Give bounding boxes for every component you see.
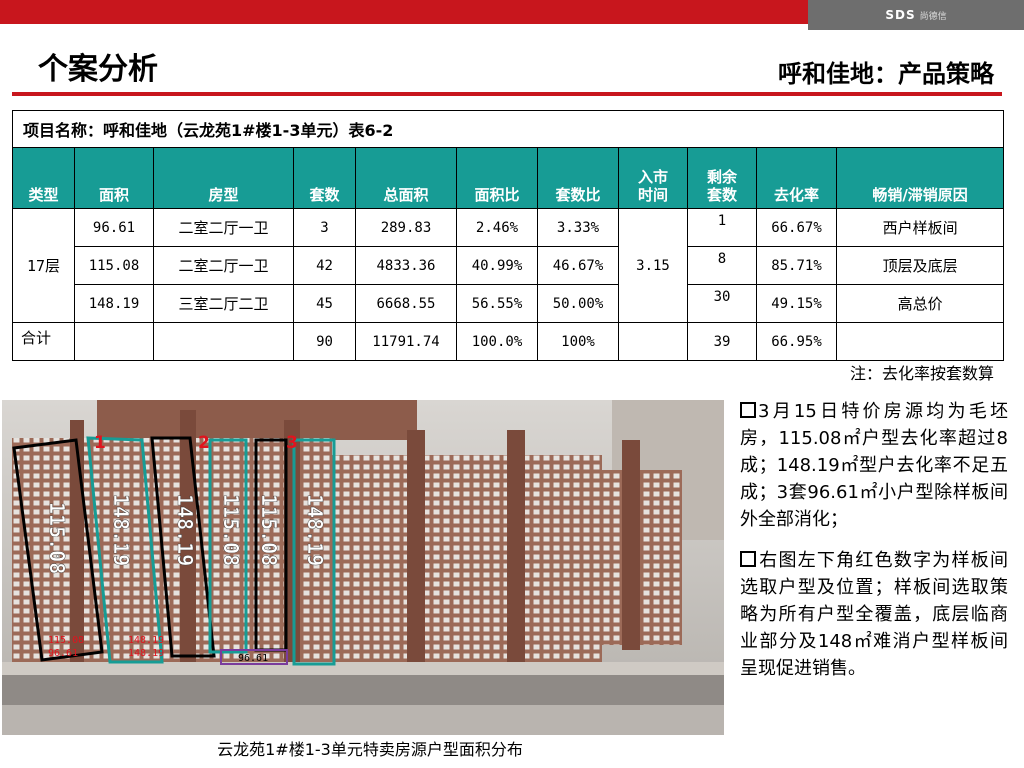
building-photo: 1 2 3 115.08 148.19 148.19 115.08 115.08… — [2, 400, 724, 735]
project-name-row: 项目名称：呼和佳地（云龙苑1#楼1-3单元）表6-2 — [11, 110, 1005, 148]
type-cell: 二室二厅一卫 — [153, 208, 294, 247]
top-red-bar — [0, 0, 808, 24]
analysis-paragraph-text: 右图左下角红色数字为样板间选取户型及位置；样板间选取策略为所有户型全覆盖，底层临… — [740, 550, 1008, 679]
unit-ratio-cell: 46.67% — [537, 246, 619, 285]
total-label: 合计 — [12, 322, 75, 361]
header-cell: 套数 — [293, 147, 356, 209]
total-total-cell: 11791.74 — [355, 322, 457, 361]
sample-unit-label: 115.08 — [48, 635, 84, 646]
header-cell: 面积 — [74, 147, 154, 209]
column-area-label: 115.08 — [219, 494, 243, 566]
product-table: 项目名称：呼和佳地（云龙苑1#楼1-3单元）表6-2 类型 面积 房型 套数 总… — [11, 110, 1005, 361]
table-row: 17层 96.61 二室二厅一卫 3 289.83 2.46% 3.33% 3.… — [12, 208, 1005, 323]
total-area-cell: 6668.55 — [355, 284, 457, 323]
project-name: 项目名称：呼和佳地（云龙苑1#楼1-3单元）表6-2 — [11, 110, 1005, 148]
type-cell: 二室二厅一卫 — [153, 246, 294, 285]
header-cell: 类型 — [12, 147, 75, 209]
checkbox-bullet-icon — [740, 551, 756, 567]
column-area-label: 148.19 — [173, 494, 197, 566]
header-cell: 入市 时间 — [618, 147, 688, 209]
empty-cell — [153, 322, 294, 361]
page-subtitle: 呼和佳地：产品策略 — [778, 60, 994, 88]
column-area-label: 148.19 — [109, 494, 133, 566]
rate-cell: 49.15% — [756, 284, 837, 323]
title-divider — [12, 92, 1002, 96]
table-row: 148.19 三室二厅二卫 45 6668.55 56.55% 50.00% 3… — [13, 284, 1005, 323]
area-cell: 115.08 — [74, 246, 154, 285]
column-number: 1 — [94, 433, 106, 453]
column-area-label: 148.19 — [303, 494, 327, 566]
sample-unit-label: 148.19 — [128, 648, 164, 659]
area-ratio-cell: 2.46% — [456, 208, 538, 247]
company-logo-sub: 尚德信 — [919, 11, 947, 22]
column-area-label: 115.08 — [257, 494, 281, 566]
frame-3-teal — [292, 438, 336, 666]
analysis-paragraph: 右图左下角红色数字为样板间选取户型及位置；样板间选取策略为所有户型全覆盖，底层临… — [740, 547, 1008, 682]
header-cell: 面积比 — [456, 147, 538, 209]
header-cell: 畅销/滞销原因 — [835, 147, 1005, 209]
sample-unit-label: 96.61 — [48, 648, 78, 659]
total-remaining-cell: 39 — [687, 322, 757, 361]
units-cell: 3 — [293, 208, 356, 247]
frame-1-black — [12, 438, 104, 662]
units-cell: 45 — [293, 284, 356, 323]
column-number: 2 — [198, 433, 210, 453]
empty-cell — [618, 322, 688, 361]
frame-2-teal — [208, 438, 248, 654]
header-cell: 去化率 — [756, 147, 837, 209]
column-area-label: 115.08 — [45, 502, 69, 574]
column-number: 3 — [286, 433, 298, 453]
header-row: 类型 面积 房型 套数 总面积 面积比 套数比 入市 时间 剩余 套数 去化率 … — [12, 147, 1005, 209]
analysis-text: 3月15日特价房源均为毛坯房，115.08㎡户型去化率超过8成；148.19㎡型… — [740, 398, 1008, 696]
bottom-sample-label: 96.61 — [238, 653, 268, 664]
area-ratio-cell: 56.55% — [456, 284, 538, 323]
analysis-paragraph-text: 3月15日特价房源均为毛坯房，115.08㎡户型去化率超过8成；148.19㎡型… — [740, 401, 1008, 530]
frame-2-black — [150, 436, 216, 658]
remaining-cell: 8 — [687, 246, 757, 285]
reason-cell: 顶层及底层 — [835, 246, 1005, 285]
table-row: 115.08 二室二厅一卫 42 4833.36 40.99% 46.67% 8… — [13, 246, 1005, 285]
unit-ratio-cell: 50.00% — [537, 284, 619, 323]
header-cell: 剩余 套数 — [687, 147, 757, 209]
frame-bottom-purple — [220, 649, 288, 665]
frame-1-teal — [86, 436, 164, 664]
header-cell: 套数比 — [537, 147, 619, 209]
page-title: 个案分析 — [38, 52, 158, 87]
company-logo: SDS — [885, 8, 916, 22]
launch-time-cell: 3.15 — [618, 208, 688, 323]
reason-cell: 西户样板间 — [835, 208, 1005, 247]
floor-cell: 17层 — [12, 208, 75, 323]
total-area-cell: 4833.36 — [355, 246, 457, 285]
building-illustration: 1 2 3 115.08 148.19 148.19 115.08 115.08… — [2, 400, 724, 735]
remaining-cell: 30 — [687, 284, 757, 323]
total-rate-cell: 66.95% — [756, 322, 837, 361]
total-area-cell: 289.83 — [355, 208, 457, 247]
total-unit-ratio-cell: 100% — [537, 322, 619, 361]
table-note: 注：去化率按套数算 — [849, 364, 994, 383]
rate-cell: 66.67% — [756, 208, 837, 247]
area-cell: 148.19 — [74, 284, 154, 323]
units-cell: 42 — [293, 246, 356, 285]
empty-cell — [835, 322, 1005, 361]
header-cell: 总面积 — [355, 147, 457, 209]
area-ratio-cell: 40.99% — [456, 246, 538, 285]
empty-cell — [74, 322, 154, 361]
analysis-paragraph: 3月15日特价房源均为毛坯房，115.08㎡户型去化率超过8成；148.19㎡型… — [740, 398, 1008, 533]
type-cell: 三室二厅二卫 — [153, 284, 294, 323]
total-units-cell: 90 — [293, 322, 356, 361]
total-area-ratio-cell: 100.0% — [456, 322, 538, 361]
unit-ratio-cell: 3.33% — [537, 208, 619, 247]
photo-caption: 云龙苑1#楼1-3单元特卖房源户型面积分布 — [217, 740, 523, 759]
area-cell: 96.61 — [74, 208, 154, 247]
checkbox-bullet-icon — [740, 402, 756, 418]
remaining-cell: 1 — [687, 208, 757, 247]
sample-unit-label: 148.19 — [128, 635, 164, 646]
header-cell: 房型 — [153, 147, 294, 209]
reason-cell: 高总价 — [835, 284, 1005, 323]
logo-bar: SDS 尚德信 — [808, 0, 1024, 30]
total-row: 合计 90 11791.74 100.0% 100% 39 66.95% — [12, 322, 1005, 361]
rate-cell: 85.71% — [756, 246, 837, 285]
